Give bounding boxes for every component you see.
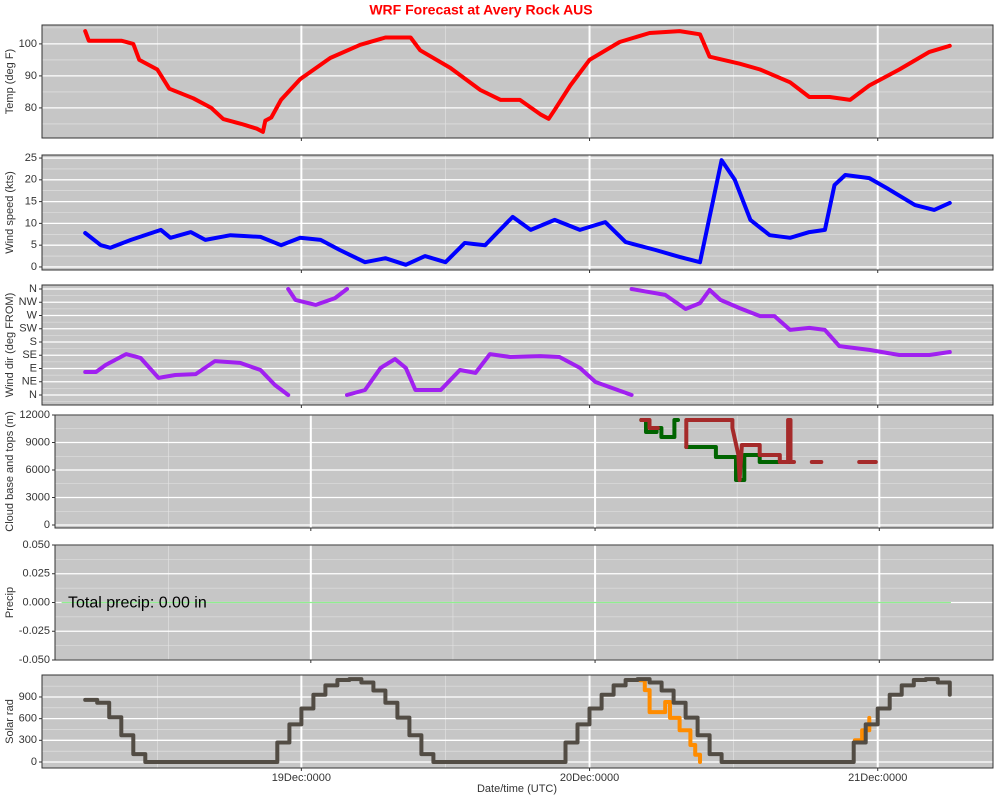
y-tick-label: -0.050 <box>19 654 50 666</box>
y-tick-label: 0 <box>44 519 50 531</box>
panel-border <box>41 24 994 139</box>
panel-border <box>54 414 994 529</box>
y-tick-label: N <box>29 283 37 295</box>
x-tick-label: 19Dec:0000 <box>272 772 331 784</box>
y-tick-label: E <box>30 362 37 374</box>
y-tick-label: 90 <box>25 70 37 82</box>
x-tick-label: 21Dec:0000 <box>848 772 907 784</box>
series-line <box>83 158 952 267</box>
x-axis-label: Date/time (UTC) <box>477 783 557 795</box>
y-tick-label: 5 <box>31 239 37 251</box>
panel-border <box>54 544 994 661</box>
y-tick-label: NW <box>19 296 38 308</box>
y-tick-label: 600 <box>19 713 37 725</box>
y-tick-label: 0.050 <box>22 539 50 551</box>
y-axis-label: Wind speed (kts) <box>4 171 16 254</box>
y-axis-label: Precip <box>4 587 16 618</box>
y-tick-label: 20 <box>25 174 37 186</box>
panel-border <box>41 284 994 406</box>
y-tick-label: NE <box>22 376 37 388</box>
annotation: Total precip: 0.00 in <box>68 595 207 612</box>
y-tick-label: 6000 <box>26 464 50 476</box>
y-tick-label: 0.000 <box>22 596 50 608</box>
y-tick-label: 100 <box>19 38 37 50</box>
y-tick-label: 80 <box>25 102 37 114</box>
y-tick-label: SW <box>19 323 37 335</box>
panel-background <box>42 675 993 768</box>
y-axis-label: Solar rad <box>4 699 16 744</box>
y-tick-label: 0 <box>31 261 37 273</box>
y-tick-label: 9000 <box>26 436 50 448</box>
y-tick-label: N <box>29 389 37 401</box>
series-line <box>83 677 952 764</box>
panel-background <box>42 25 993 138</box>
y-axis-label: Wind dir (deg FROM) <box>4 293 16 398</box>
y-tick-label: S <box>30 336 37 348</box>
panel-border <box>41 674 994 769</box>
panel-border <box>41 154 994 271</box>
y-axis-label: Temp (deg F) <box>4 49 16 114</box>
y-tick-label: 12000 <box>19 409 50 421</box>
y-tick-label: W <box>27 309 38 321</box>
series-line <box>83 29 952 134</box>
chart-title: WRF Forecast at Avery Rock AUS <box>369 2 592 18</box>
panel-background <box>55 415 993 528</box>
x-tick-label: 20Dec:0000 <box>560 772 619 784</box>
y-tick-label: 0.025 <box>22 568 50 580</box>
y-tick-label: 300 <box>19 734 37 746</box>
y-tick-label: 0 <box>31 756 37 768</box>
y-axis-label: Cloud base and tops (m) <box>4 411 16 531</box>
y-tick-label: 900 <box>19 691 37 703</box>
y-tick-label: 10 <box>25 217 37 229</box>
panel-background <box>42 285 993 405</box>
series-line <box>639 418 878 482</box>
y-tick-label: SE <box>22 349 37 361</box>
y-tick-label: 15 <box>25 196 37 208</box>
series-line <box>83 287 952 397</box>
y-tick-label: -0.025 <box>19 625 50 637</box>
y-tick-label: 25 <box>25 152 37 164</box>
y-tick-label: 3000 <box>26 491 50 503</box>
